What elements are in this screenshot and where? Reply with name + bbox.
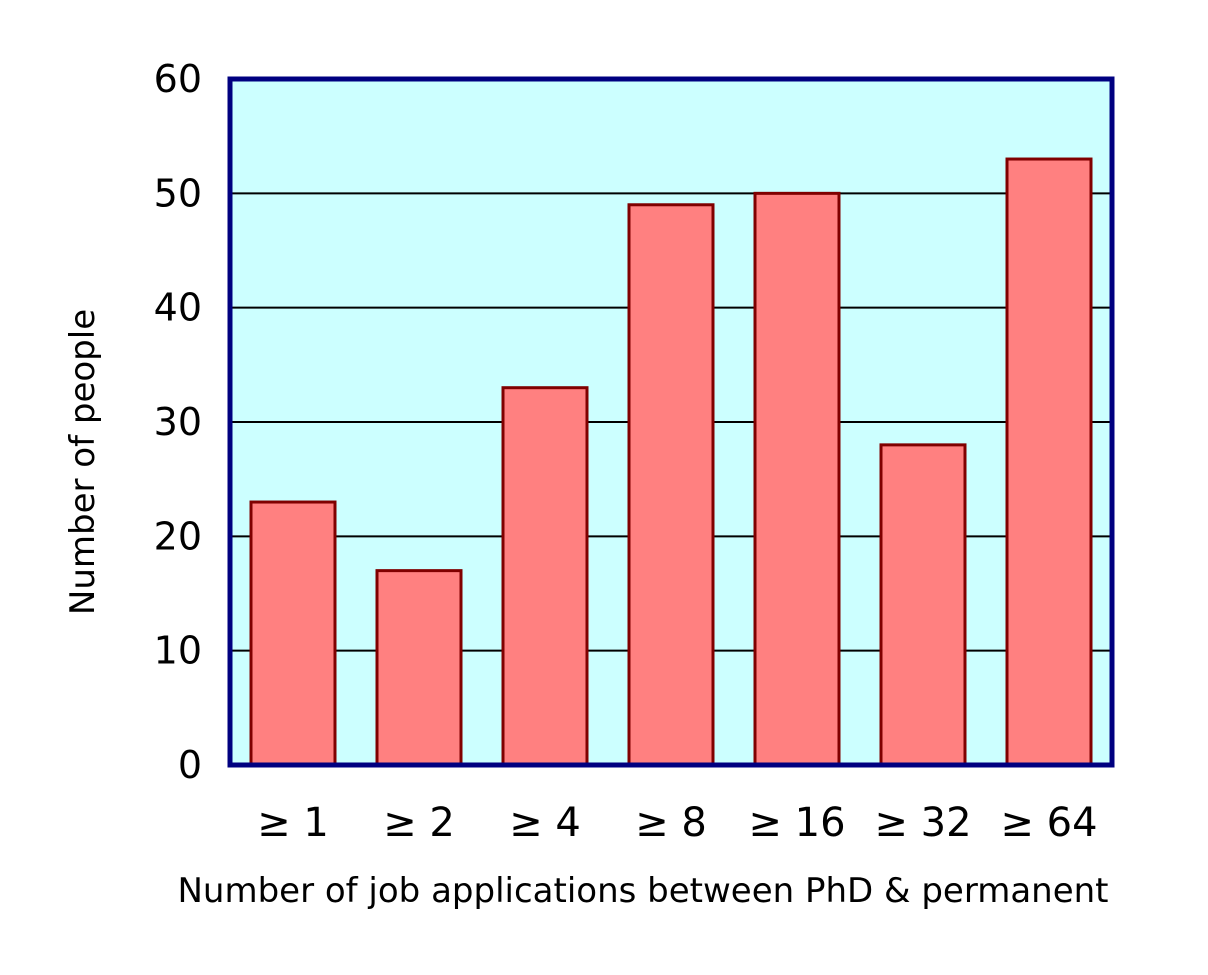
y-tick-label: 50 (154, 171, 202, 215)
y-tick-label: 40 (154, 286, 202, 330)
bar (501, 386, 589, 767)
x-tick-label: ≥ 16 (748, 800, 845, 846)
x-tick-label: ≥ 4 (509, 800, 581, 846)
x-tick-label: ≥ 2 (383, 800, 455, 846)
x-tick-label: ≥ 1 (257, 800, 329, 846)
y-tick-label: 0 (178, 743, 202, 787)
y-tick-label: 20 (154, 514, 202, 558)
y-tick-label: 30 (154, 400, 202, 444)
bars (249, 157, 1093, 767)
y-axis-ticks: 0 10 20 30 40 50 60 (154, 57, 202, 787)
plot-border (227, 76, 1115, 768)
x-axis-ticks: ≥ 1 ≥ 2 ≥ 4 ≥ 8 ≥ 16 ≥ 32 ≥ 64 (257, 800, 1097, 846)
y-tick-label: 10 (154, 629, 202, 673)
bar (879, 443, 967, 767)
bar (753, 191, 841, 767)
bar (1005, 157, 1093, 767)
bar (375, 569, 463, 767)
y-tick-label: 60 (154, 57, 202, 101)
bar (249, 500, 337, 767)
x-tick-label: ≥ 32 (874, 800, 971, 846)
y-axis-title: Number of people (63, 309, 103, 615)
x-tick-label: ≥ 64 (1000, 800, 1097, 846)
bar (627, 203, 715, 767)
x-tick-label: ≥ 8 (635, 800, 707, 846)
x-axis-title: Number of job applications between PhD &… (177, 871, 1108, 911)
